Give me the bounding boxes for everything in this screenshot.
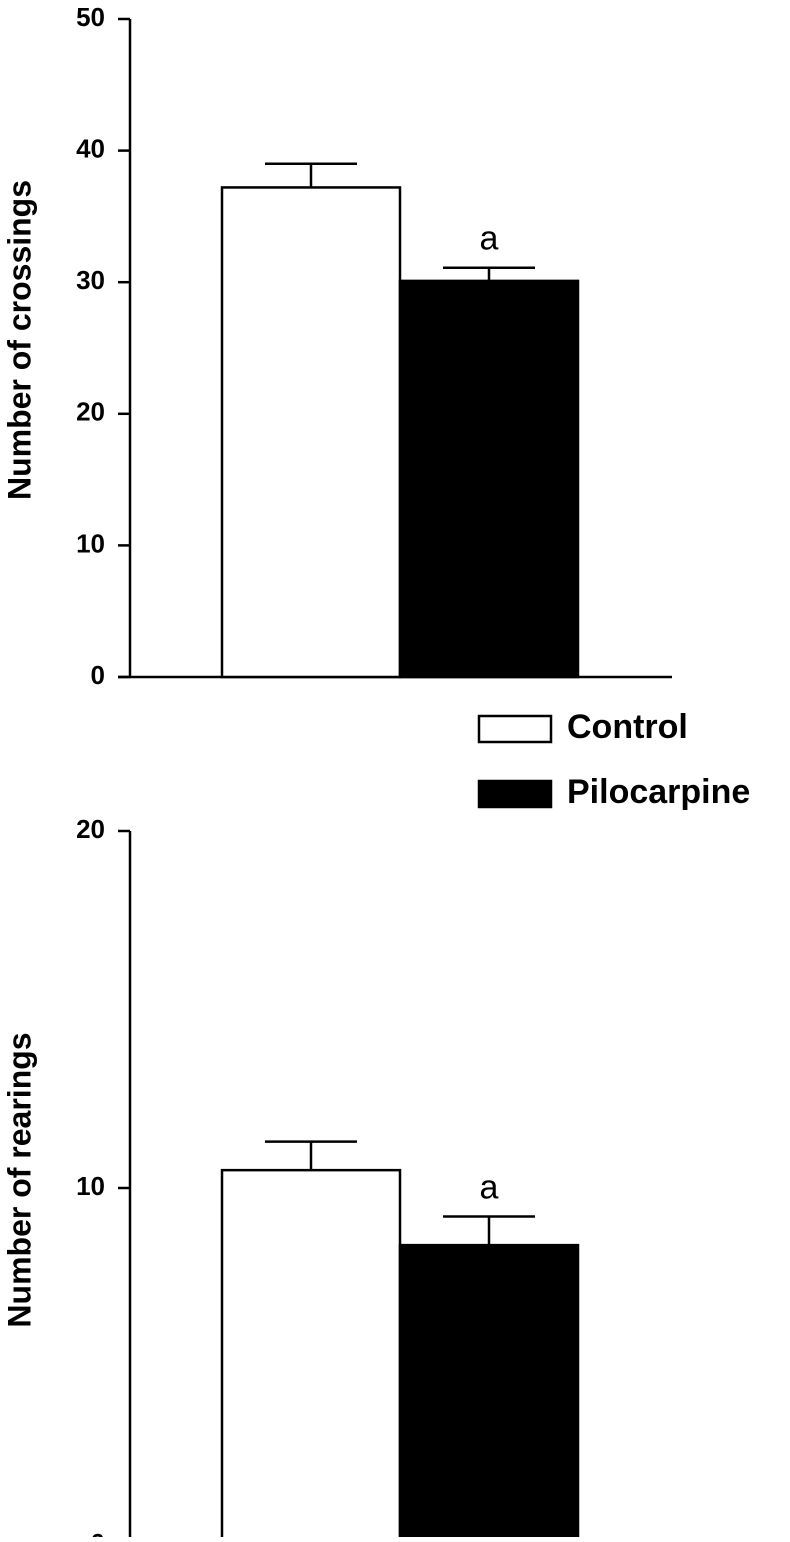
y-tick-label: 40 bbox=[76, 133, 105, 163]
y-tick-label: 20 bbox=[76, 814, 105, 844]
bar bbox=[220, 186, 402, 679]
bar bbox=[398, 279, 580, 679]
annotation: a bbox=[480, 1169, 499, 1207]
annotation: a bbox=[480, 220, 499, 258]
bar bbox=[220, 1168, 402, 1542]
bar bbox=[398, 1243, 580, 1542]
y-tick-label: 30 bbox=[76, 265, 105, 295]
y-tick-label: 50 bbox=[76, 2, 105, 32]
legend-label: Control bbox=[567, 708, 688, 746]
y-tick-label: 10 bbox=[76, 528, 105, 558]
y-tick-label: 0 bbox=[91, 660, 105, 690]
y-axis-label: Number of crossings bbox=[1, 180, 37, 500]
y-tick-label: 0 bbox=[91, 1528, 105, 1537]
legend-swatch bbox=[477, 714, 553, 744]
legend-label: Pilocarpine bbox=[567, 773, 750, 811]
y-tick-label: 20 bbox=[76, 397, 105, 427]
y-axis-label: Number of rearings bbox=[1, 1032, 37, 1327]
legend-swatch bbox=[477, 779, 553, 809]
y-tick-label: 10 bbox=[76, 1171, 105, 1201]
